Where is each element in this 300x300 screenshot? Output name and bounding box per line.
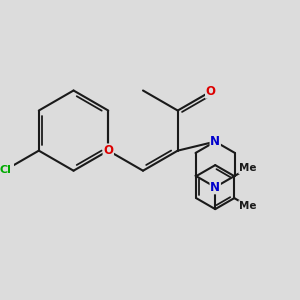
Text: O: O (206, 85, 216, 98)
Text: N: N (210, 181, 220, 194)
Text: O: O (103, 144, 113, 157)
Text: Me: Me (239, 201, 256, 211)
Text: Me: Me (239, 164, 256, 173)
Text: Cl: Cl (0, 165, 12, 175)
Text: N: N (210, 135, 220, 148)
